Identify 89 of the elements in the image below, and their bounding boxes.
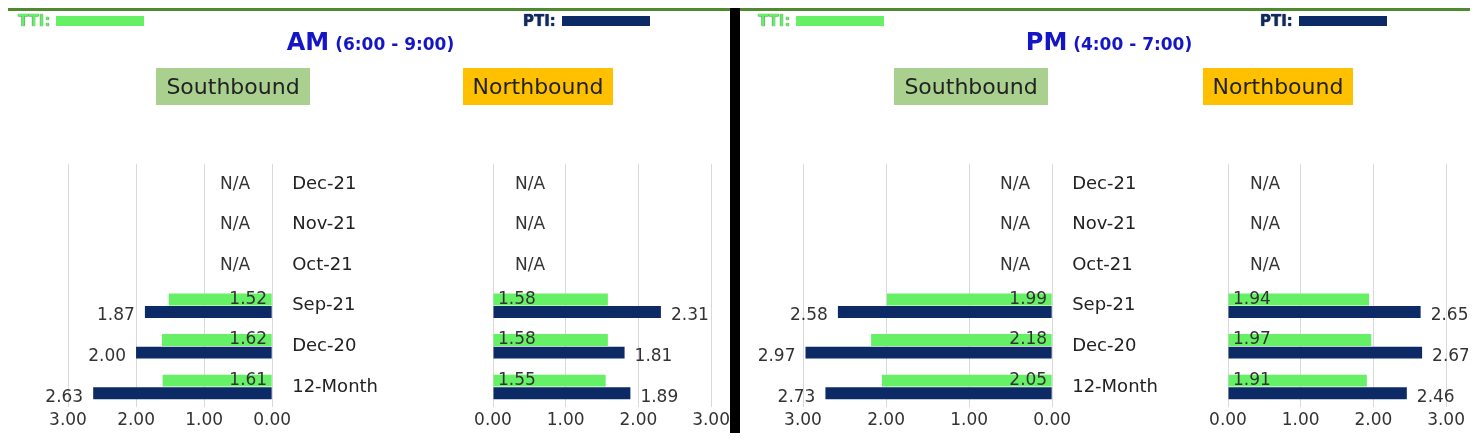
x-tick-label: 1.00 [950,408,989,429]
y-tick-label: Sep-21 [292,293,356,315]
data-label: 1.97 [1233,328,1271,349]
bar [1228,306,1421,319]
text: N/A [1000,213,1031,234]
y-tick-label: Dec-20 [1072,334,1137,356]
text: N/A [515,172,546,193]
data-label: 1.94 [1233,287,1271,308]
data-label: 1.87 [97,304,135,325]
data-label: 2.67 [1432,345,1470,366]
x-tick-label: 2.00 [1354,408,1393,429]
x-tick-label: 1.00 [185,408,224,429]
text: PTI: [1260,12,1293,30]
y-tick-label: Dec-21 [292,171,357,193]
data-label: 1.58 [498,287,536,308]
bar [825,387,1052,400]
y-tick-label: Nov-21 [1072,212,1137,234]
data-label: 2.00 [88,345,127,366]
text: N/A [1250,253,1281,274]
x-tick-label: 3.00 [1427,408,1465,429]
x-tick-label: 0.00 [1033,408,1072,429]
text: TTI: [758,12,791,30]
y-tick-label: Dec-20 [292,334,357,356]
data-label: 1.99 [1009,287,1048,308]
chart-subtitle: Southbound [156,68,310,105]
text: N/A [1250,172,1281,193]
text: N/A [1250,213,1281,234]
text: N/A [220,172,251,193]
x-tick-label: 2.00 [619,408,658,429]
data-label: 1.55 [498,369,536,390]
data-label: 1.58 [498,328,536,349]
bar [1228,346,1423,359]
text: N/A [220,213,251,234]
bar [144,306,272,319]
x-tick-label: 0.00 [253,408,292,429]
data-label: 2.58 [790,304,828,325]
bar [136,346,272,359]
bar [93,387,272,400]
x-tick-label: 1.00 [546,408,585,429]
y-tick-label: Dec-21 [1072,171,1137,193]
y-tick-label: Oct-21 [292,252,353,274]
bar [1228,387,1407,400]
text: N/A [515,253,546,274]
x-tick-label: 0.00 [1209,408,1247,429]
data-label: 1.89 [640,385,679,406]
text: N/A [515,213,546,234]
y-tick-label: Sep-21 [1072,293,1136,315]
data-label: 1.61 [229,369,268,390]
x-tick-label: 0.00 [474,408,512,429]
chart-subtitle: Southbound [894,68,1048,105]
y-tick-label: 12-Month [1072,374,1159,396]
data-label: 2.65 [1430,304,1469,325]
data-label: 2.18 [1009,328,1048,349]
bar [493,387,631,400]
chart-subtitle: Northbound [1202,68,1354,105]
y-tick-label: Oct-21 [1072,252,1133,274]
bar [493,306,661,319]
x-tick-label: 3.00 [784,408,822,429]
x-tick-label: 3.00 [49,408,87,429]
x-tick-label: 3.00 [692,408,730,429]
bar [162,374,272,387]
bar [493,346,625,359]
y-tick-label: 12-Month [292,374,379,396]
data-label: 2.05 [1009,369,1048,390]
text: PM (4:00 - 7:00) [1025,28,1193,56]
text: PTI: [523,12,556,30]
text: TTI: [18,12,51,30]
chart-subtitle: Northbound [462,68,614,105]
bar [1228,374,1367,387]
x-tick-label: 2.00 [867,408,905,429]
data-label: 1.52 [229,287,268,308]
text: AM (6:00 - 9:00) [286,28,455,56]
text: N/A [1000,172,1031,193]
data-label: 2.31 [670,304,709,325]
x-tick-label: 1.00 [1281,408,1320,429]
text: N/A [1000,253,1031,274]
y-tick-label: Nov-21 [292,212,357,234]
data-label: 1.91 [1233,369,1271,390]
text: N/A [220,253,251,274]
bar [837,306,1052,319]
data-label: 2.97 [757,345,796,366]
bar [805,346,1052,359]
x-tick-label: 2.00 [117,408,155,429]
data-label: 2.73 [777,385,816,406]
data-label: 2.46 [1416,385,1455,406]
data-label: 2.63 [45,385,84,406]
data-label: 1.81 [634,345,673,366]
data-label: 1.62 [229,328,268,349]
bar [881,374,1052,387]
